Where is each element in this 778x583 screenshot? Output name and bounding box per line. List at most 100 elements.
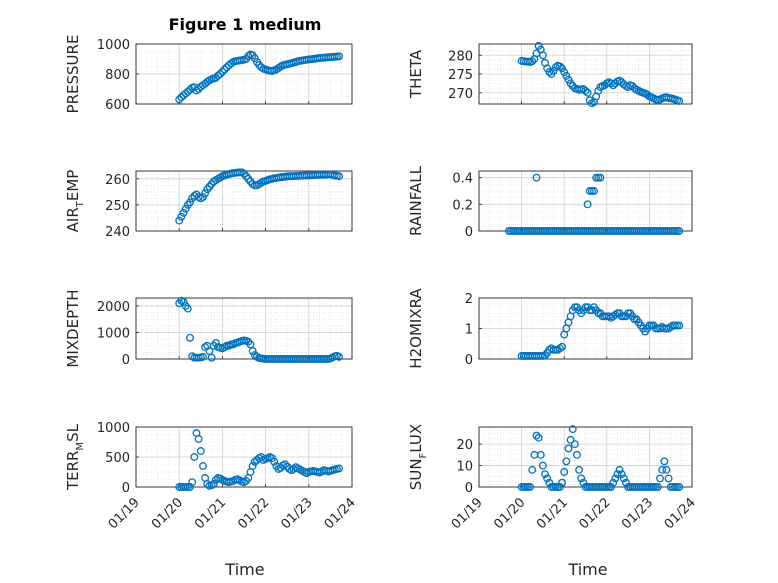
x-axis-label-right: Time [567,560,607,579]
data-point [175,95,184,104]
data-point [207,353,216,362]
x-tick-label: 01/19 [449,495,486,532]
data-point [186,483,194,491]
y-axis-label: THETA [407,49,425,99]
subplot-5: 0 1 2 H2OMIXRA [407,288,693,369]
data-point [596,173,605,182]
data-point [220,65,229,74]
data-point [218,67,227,76]
data-point [190,453,199,461]
y-tick-label: 280 [448,49,473,64]
data-point [246,340,255,349]
data-point [199,462,207,470]
data-point [183,304,192,313]
data-point [590,187,598,195]
data-point [536,450,545,459]
data-point [566,435,575,444]
data-point [675,483,684,491]
data-point [248,347,257,355]
y-tick-label: 1000 [97,421,130,436]
axes-box [478,170,693,232]
y-tick-label: 0 [465,481,473,496]
subplot-1: 270 275 280 THETA [407,41,693,108]
data-point [201,189,210,198]
data-point [660,457,669,466]
data-point [570,440,579,449]
axes-box [135,297,353,360]
y-tick-label: 0 [465,225,473,240]
data-point [209,480,218,488]
data-point [538,461,547,470]
y-tick-label: 2 [465,292,473,307]
y-tick-label: 800 [105,68,130,83]
data-point [617,470,626,479]
data-point [555,483,564,491]
data-point [658,465,667,474]
y-tick-label: 0 [122,353,130,368]
data-point [613,470,622,479]
y-tick-label: 260 [105,173,130,188]
x-tick-label: 01/21 [192,495,229,532]
x-tick-label: 01/19 [106,495,143,532]
subplot-6: 0 500 1000 01/19 01/20 01/21 01/22 01/23 01/24 TE… [64,421,359,532]
data-point [575,465,584,474]
y-axis-label: SUNFLUX [407,424,429,490]
data-point [579,478,588,487]
y-tick-label: 240 [105,225,130,240]
y-axis-label: H2OMIXRA [407,288,425,369]
data-point [564,444,573,453]
x-tick-label: 01/23 [279,495,316,532]
y-axis-label: TERRMSL [64,423,86,491]
data-point [528,57,537,66]
data-point [281,460,289,469]
y-tick-label: 275 [448,68,473,83]
data-point [664,474,673,483]
data-point [179,298,188,306]
x-tick-label: 01/24 [322,495,359,532]
subplot-3: 0 0.2 0.4 RAINFALL [407,165,693,240]
y-tick-label: 10 [456,460,473,475]
data-point [675,321,684,330]
axes-box [135,170,353,232]
data-point [662,465,671,474]
data-point [216,70,225,78]
data-point [675,97,684,105]
data-point [183,87,192,96]
data-point [532,431,541,440]
y-tick-label: 500 [105,451,130,466]
y-tick-label: 1000 [97,38,130,53]
y-axis-label: RAINFALL [407,165,425,236]
x-tick-label: 01/21 [534,495,571,532]
x-tick-label: 01/24 [662,495,699,532]
data-point [611,474,620,483]
data-point [177,212,186,221]
data-point [562,457,571,466]
y-tick-label: 600 [105,98,130,113]
data-point [581,86,590,95]
data-point [555,344,564,353]
data-point [583,88,592,97]
data-point [558,342,567,351]
data-point [211,339,220,348]
data-point [181,204,190,213]
data-point [335,464,343,473]
data-point [541,351,549,360]
data-point [622,478,630,487]
y-tick-label: 20 [456,438,473,453]
y-tick-label: 0 [465,353,473,368]
data-point [335,52,343,61]
data-point [532,173,541,182]
subplot-4: 0 1000 2000 MIXDEPTH [64,289,353,368]
data-point [543,474,552,483]
data-point [199,352,207,361]
data-point [675,227,684,235]
data-point [656,474,664,483]
data-point [619,474,628,483]
data-point [609,478,618,487]
y-tick-label: 270 [448,87,473,102]
data-point [545,478,554,487]
data-point [555,62,564,71]
data-point [534,433,543,442]
data-point [248,462,257,470]
